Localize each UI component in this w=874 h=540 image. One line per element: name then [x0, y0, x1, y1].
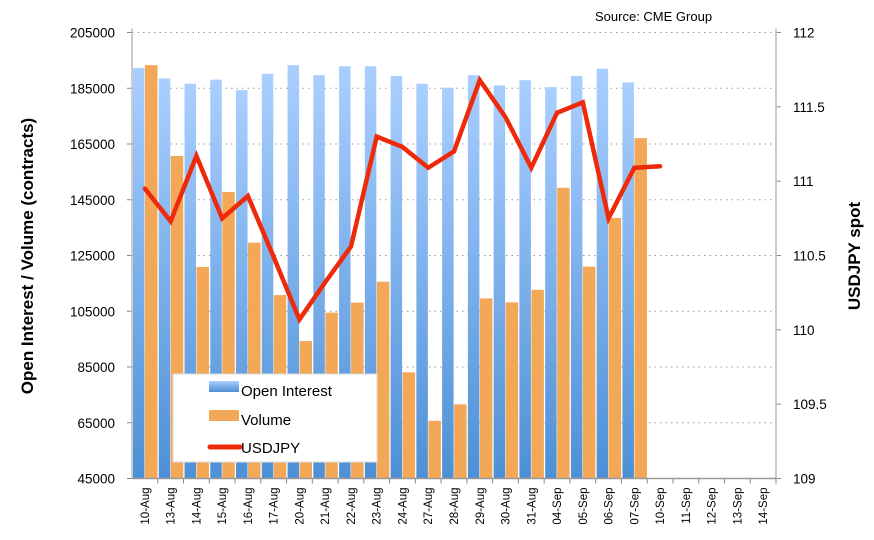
bar-open-interest — [596, 68, 609, 479]
bar-open-interest — [416, 83, 428, 479]
legend-label-volume: Volume — [241, 412, 291, 429]
bar-open-interest — [210, 79, 222, 479]
y-right-tick-label: 109.5 — [793, 397, 827, 412]
y-right-tick-label: 110.5 — [793, 249, 826, 264]
x-tick-label: 12-Sep — [707, 488, 719, 525]
bar-open-interest — [519, 80, 531, 479]
x-tick-label: 13-Sep — [732, 488, 744, 525]
y-left-tick-label: 125000 — [70, 249, 115, 264]
bar-volume — [376, 281, 390, 479]
x-tick-label: 05-Sep — [578, 488, 590, 525]
bar-volume — [479, 298, 493, 479]
bar-open-interest — [467, 75, 480, 479]
legend-label-open-interest: Open Interest — [241, 383, 333, 400]
source-label: Source: CME Group — [595, 9, 712, 24]
bar-volume — [557, 187, 570, 479]
x-tick-label: 15-Aug — [217, 488, 229, 525]
x-tick-label: 14-Sep — [758, 488, 770, 525]
bar-open-interest — [442, 87, 454, 479]
y-right-tick-label: 111 — [793, 174, 814, 189]
bar-open-interest — [622, 82, 634, 479]
bar-volume — [582, 266, 596, 479]
x-tick-label: 04-Sep — [552, 488, 564, 525]
x-tick-label: 07-Sep — [629, 488, 641, 525]
legend: Open Interest Volume USDJPY — [172, 373, 378, 463]
y-left-tick-label: 65000 — [77, 416, 115, 431]
bar-open-interest — [570, 75, 583, 479]
x-tick-label: 28-Aug — [449, 488, 461, 525]
bar-open-interest — [313, 75, 325, 479]
bar-open-interest — [364, 66, 377, 479]
x-tick-label: 10-Aug — [140, 488, 152, 525]
y-axis-right-title: USDJPY spot — [845, 202, 864, 311]
bar-open-interest — [287, 65, 300, 479]
y-left-tick-label: 105000 — [70, 304, 115, 319]
y-axis-left-title: Open Interest / Volume (contracts) — [18, 118, 37, 394]
bar-open-interest — [390, 75, 403, 479]
bar-open-interest — [339, 66, 351, 479]
bar-volume — [428, 420, 441, 479]
x-tick-label: 13-Aug — [166, 488, 178, 525]
y-left-tick-label: 205000 — [70, 26, 115, 41]
x-tick-label: 11-Sep — [681, 488, 693, 524]
y-left-tick-label: 165000 — [70, 137, 115, 152]
x-tick-label: 21-Aug — [320, 488, 332, 525]
x-tick-label: 10-Sep — [655, 488, 667, 525]
y-right-tick-label: 110 — [793, 323, 815, 338]
bar-volume — [145, 65, 158, 479]
bar-volume — [505, 302, 519, 479]
x-tick-label: 17-Aug — [269, 488, 281, 525]
x-tick-label: 23-Aug — [372, 488, 384, 525]
x-tick-label: 30-Aug — [501, 488, 513, 525]
bar-volume — [454, 404, 467, 479]
bar-volume — [634, 138, 647, 479]
x-tick-label: 31-Aug — [526, 488, 538, 525]
x-tick-label: 22-Aug — [346, 488, 358, 525]
bar-open-interest — [133, 67, 145, 479]
legend-swatch-open-interest — [209, 381, 239, 392]
y-right-tick-label: 109 — [793, 472, 816, 487]
y-left-tick-label: 85000 — [77, 360, 115, 375]
bar-volume — [531, 289, 544, 479]
bar-volume — [608, 217, 622, 479]
legend-swatch-volume — [209, 410, 239, 421]
x-tick-label: 29-Aug — [475, 488, 487, 525]
y-right-tick-label: 111.5 — [793, 100, 825, 115]
bar-volume — [402, 372, 416, 479]
bar-open-interest — [236, 90, 248, 479]
x-tick-label: 16-Aug — [243, 488, 255, 525]
y-right-tick-label: 112 — [793, 26, 815, 41]
x-tick-label: 24-Aug — [397, 488, 409, 525]
x-tick-label: 14-Aug — [191, 488, 203, 525]
y-left-tick-label: 45000 — [77, 472, 115, 487]
bar-open-interest — [158, 78, 171, 479]
bar-open-interest — [261, 73, 274, 479]
legend-box — [172, 373, 378, 463]
y-left-tick-label: 185000 — [70, 81, 115, 96]
y-left-tick-label: 145000 — [70, 193, 115, 208]
bar-open-interest — [493, 85, 506, 479]
x-tick-label: 27-Aug — [423, 488, 435, 525]
bar-open-interest — [184, 83, 197, 479]
x-tick-label: 06-Sep — [604, 488, 616, 525]
legend-label-usdjpy: USDJPY — [241, 440, 300, 457]
bar-open-interest — [545, 87, 557, 479]
x-tick-label: 20-Aug — [294, 488, 306, 525]
